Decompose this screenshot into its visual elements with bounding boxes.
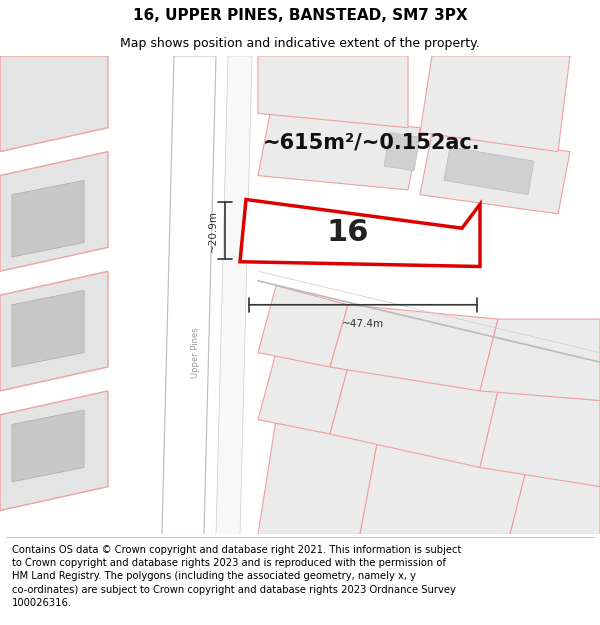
Polygon shape: [420, 56, 570, 152]
Polygon shape: [330, 305, 498, 391]
Polygon shape: [258, 113, 420, 190]
Polygon shape: [12, 291, 84, 367]
Polygon shape: [480, 319, 600, 401]
Polygon shape: [384, 132, 420, 171]
Text: Map shows position and indicative extent of the property.: Map shows position and indicative extent…: [120, 37, 480, 50]
Text: ~20.9m: ~20.9m: [208, 209, 218, 252]
Polygon shape: [0, 271, 108, 391]
Polygon shape: [258, 352, 348, 434]
Polygon shape: [240, 199, 480, 266]
Polygon shape: [0, 152, 108, 271]
Polygon shape: [12, 410, 84, 482]
Polygon shape: [12, 181, 84, 257]
Polygon shape: [510, 448, 600, 534]
Text: 16, UPPER PINES, BANSTEAD, SM7 3PX: 16, UPPER PINES, BANSTEAD, SM7 3PX: [133, 8, 467, 23]
Polygon shape: [360, 439, 528, 534]
Polygon shape: [480, 391, 600, 487]
Polygon shape: [216, 56, 252, 534]
Text: 16: 16: [327, 219, 369, 248]
Polygon shape: [0, 56, 108, 152]
Polygon shape: [330, 367, 498, 468]
Text: ~47.4m: ~47.4m: [342, 319, 384, 329]
Polygon shape: [162, 56, 216, 534]
Text: Contains OS data © Crown copyright and database right 2021. This information is : Contains OS data © Crown copyright and d…: [12, 545, 461, 608]
Polygon shape: [420, 132, 570, 214]
Polygon shape: [258, 286, 348, 367]
Polygon shape: [258, 56, 408, 128]
Polygon shape: [444, 147, 534, 195]
Polygon shape: [258, 419, 378, 534]
Polygon shape: [0, 391, 108, 511]
Text: Upper Pines: Upper Pines: [191, 328, 199, 378]
Text: ~615m²/~0.152ac.: ~615m²/~0.152ac.: [263, 132, 481, 152]
